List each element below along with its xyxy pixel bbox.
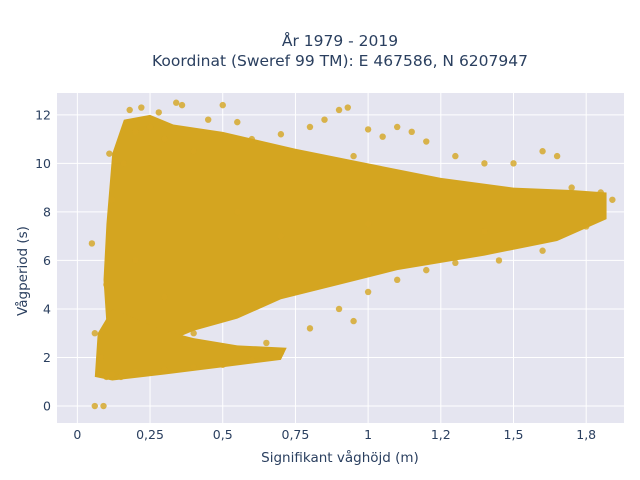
main-data-cloud	[103, 114, 607, 353]
data-point	[423, 138, 430, 145]
y-tick-label: 8	[43, 204, 51, 219]
data-point	[408, 128, 415, 136]
data-point	[364, 288, 372, 296]
data-point	[91, 330, 99, 337]
data-point	[350, 317, 357, 325]
data-point	[138, 104, 145, 111]
data-point	[568, 184, 575, 191]
y-tick-label: 6	[43, 253, 51, 268]
data-point	[379, 133, 386, 140]
data-point	[481, 228, 488, 235]
data-point	[394, 276, 401, 284]
y-tick-label: 10	[35, 156, 51, 171]
data-point	[109, 371, 116, 378]
chart-title-line-2: Koordinat (Sweref 99 TM): E 467586, N 62…	[152, 52, 528, 70]
data-points	[88, 99, 616, 410]
x-axis-title: Signifikant våghöjd (m)	[261, 449, 419, 466]
low-period-data-cloud	[94, 308, 287, 381]
data-point	[97, 354, 104, 361]
x-axis-ticks: 0 0,25 0,5 0,75 1 1,2 1,5 1,8	[73, 427, 596, 442]
data-point	[126, 106, 133, 114]
data-density-band	[94, 114, 607, 381]
data-point	[205, 116, 212, 123]
data-point	[234, 118, 241, 126]
y-tick-label: 0	[43, 399, 51, 414]
data-point	[103, 373, 110, 381]
x-tick-label: 1,5	[504, 427, 524, 442]
data-point	[306, 325, 314, 332]
data-point	[423, 266, 430, 274]
data-point	[132, 257, 139, 264]
data-point	[510, 160, 517, 167]
x-tick-label: 0,75	[282, 427, 310, 442]
x-tick-label: 1,8	[576, 427, 596, 442]
data-point	[495, 257, 503, 264]
data-point	[364, 126, 372, 133]
data-point	[111, 157, 119, 165]
data-point	[583, 223, 590, 230]
data-point	[173, 99, 180, 106]
data-point	[120, 160, 128, 167]
x-tick-label: 1	[364, 427, 372, 442]
data-point	[117, 373, 125, 381]
data-point	[132, 128, 139, 136]
data-point	[344, 104, 351, 111]
data-point	[109, 196, 116, 203]
data-point	[234, 208, 241, 216]
data-point	[321, 116, 328, 123]
data-point	[161, 366, 168, 373]
data-point	[132, 368, 139, 376]
data-point	[597, 189, 604, 196]
data-point	[88, 240, 96, 247]
data-point	[178, 101, 186, 109]
data-point	[106, 150, 113, 157]
data-point	[306, 123, 314, 131]
data-point	[277, 232, 285, 240]
data-point	[452, 152, 459, 160]
data-point	[190, 363, 197, 371]
data-point	[219, 361, 226, 368]
data-point	[452, 259, 459, 267]
y-axis-title: Vågperiod (s)	[14, 226, 31, 316]
data-point	[219, 344, 226, 351]
x-tick-label: 0,25	[136, 427, 164, 442]
data-point	[248, 356, 256, 364]
data-point	[394, 123, 401, 131]
data-point	[277, 349, 285, 356]
data-point	[609, 196, 616, 203]
data-point	[146, 123, 154, 131]
x-tick-label: 0,5	[213, 427, 233, 442]
data-point	[481, 160, 488, 167]
y-tick-label: 2	[43, 350, 51, 365]
data-point	[91, 402, 99, 410]
data-point	[103, 281, 110, 288]
data-point	[364, 220, 372, 228]
data-point	[335, 305, 343, 313]
data-point	[100, 402, 107, 410]
data-point	[539, 148, 546, 155]
data-point	[263, 339, 270, 347]
data-point	[161, 293, 168, 301]
y-axis-ticks: 0 2 4 6 8 10 12	[35, 107, 51, 413]
data-point	[248, 135, 256, 143]
data-point	[161, 135, 168, 143]
data-point	[539, 247, 546, 254]
y-tick-label: 4	[43, 301, 51, 316]
chart-title-line-1: År 1979 - 2019	[282, 31, 398, 50]
y-tick-label: 12	[35, 107, 51, 122]
data-point	[553, 152, 561, 160]
data-point	[190, 330, 197, 337]
data-point	[335, 106, 343, 114]
x-tick-label: 0	[73, 427, 81, 442]
data-point	[155, 109, 162, 116]
data-point	[190, 148, 197, 155]
x-tick-label: 1,2	[431, 427, 451, 442]
data-point	[350, 152, 357, 160]
data-point	[219, 101, 226, 109]
data-point	[277, 131, 285, 138]
